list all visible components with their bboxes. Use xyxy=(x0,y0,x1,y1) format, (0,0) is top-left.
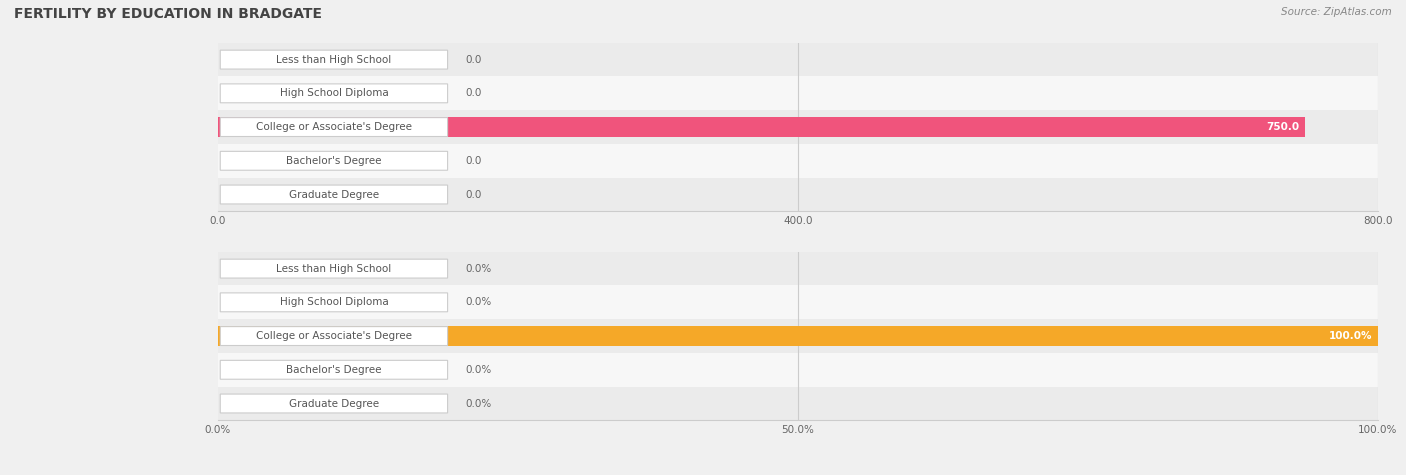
Text: High School Diploma: High School Diploma xyxy=(280,88,388,98)
Text: Source: ZipAtlas.com: Source: ZipAtlas.com xyxy=(1281,7,1392,17)
Text: 100.0%: 100.0% xyxy=(1329,331,1372,341)
Text: Bachelor's Degree: Bachelor's Degree xyxy=(287,365,381,375)
Text: 750.0: 750.0 xyxy=(1267,122,1299,132)
FancyBboxPatch shape xyxy=(221,361,447,379)
Text: College or Associate's Degree: College or Associate's Degree xyxy=(256,122,412,132)
Text: 0.0: 0.0 xyxy=(465,190,481,200)
Text: 0.0%: 0.0% xyxy=(465,264,491,274)
FancyBboxPatch shape xyxy=(221,185,447,204)
Text: Graduate Degree: Graduate Degree xyxy=(288,190,380,200)
Text: FERTILITY BY EDUCATION IN BRADGATE: FERTILITY BY EDUCATION IN BRADGATE xyxy=(14,7,322,21)
FancyBboxPatch shape xyxy=(221,327,447,345)
Bar xyxy=(218,144,1378,178)
Bar xyxy=(218,252,1378,285)
FancyBboxPatch shape xyxy=(221,259,447,278)
Bar xyxy=(218,110,1378,144)
FancyBboxPatch shape xyxy=(221,394,447,413)
Bar xyxy=(218,387,1378,420)
Bar xyxy=(218,326,1378,346)
Text: 0.0%: 0.0% xyxy=(465,365,491,375)
FancyBboxPatch shape xyxy=(221,84,447,103)
Text: College or Associate's Degree: College or Associate's Degree xyxy=(256,331,412,341)
Bar xyxy=(218,76,1378,110)
Text: Less than High School: Less than High School xyxy=(277,55,391,65)
FancyBboxPatch shape xyxy=(221,152,447,170)
Text: 0.0: 0.0 xyxy=(465,156,481,166)
Text: High School Diploma: High School Diploma xyxy=(280,297,388,307)
Text: 0.0%: 0.0% xyxy=(465,399,491,408)
Bar xyxy=(218,178,1378,211)
FancyBboxPatch shape xyxy=(221,118,447,136)
Text: Bachelor's Degree: Bachelor's Degree xyxy=(287,156,381,166)
Text: 0.0%: 0.0% xyxy=(465,297,491,307)
Text: Graduate Degree: Graduate Degree xyxy=(288,399,380,408)
FancyBboxPatch shape xyxy=(221,50,447,69)
Text: 0.0: 0.0 xyxy=(465,55,481,65)
Bar xyxy=(218,353,1378,387)
FancyBboxPatch shape xyxy=(221,293,447,312)
Bar xyxy=(218,319,1378,353)
Bar xyxy=(218,117,1305,137)
Text: Less than High School: Less than High School xyxy=(277,264,391,274)
Text: 0.0: 0.0 xyxy=(465,88,481,98)
Bar xyxy=(218,285,1378,319)
Bar xyxy=(218,43,1378,76)
